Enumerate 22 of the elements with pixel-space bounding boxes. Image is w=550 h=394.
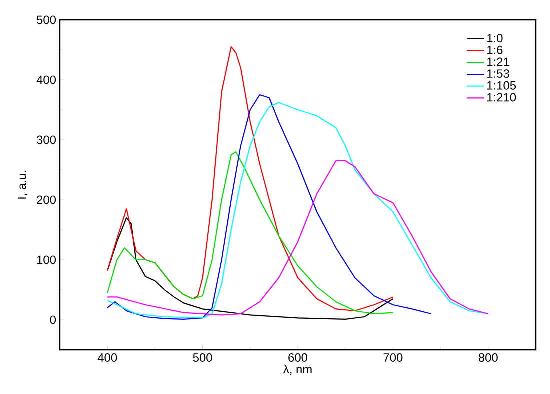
legend-label: 1:210 [488, 93, 516, 102]
line-series [107, 160, 489, 316]
y-axis-title: I, a.u. [18, 171, 28, 199]
y-tick-label: 400 [36, 76, 56, 84]
line-series [107, 217, 394, 320]
y-tick-label: 200 [37, 196, 56, 204]
legend-label: 1:0 [488, 34, 503, 43]
x-tick-label: 800 [478, 354, 498, 362]
legend-label: 1:105 [488, 81, 516, 90]
legend-label: 1:6 [488, 46, 503, 54]
line-series [107, 94, 432, 320]
y-tick-label: 300 [36, 136, 56, 144]
legend-label: 1:21 [488, 58, 510, 66]
y-tick-label: 0 [50, 316, 56, 324]
x-tick-label: 500 [193, 354, 212, 362]
x-tick-label: 600 [288, 354, 308, 362]
y-tick-label: 100 [37, 256, 56, 264]
x-axis-title: λ, nm [283, 364, 312, 376]
legend-label: 1:53 [488, 70, 510, 78]
x-tick-label: 700 [384, 354, 403, 362]
y-tick-label: 500 [37, 16, 56, 24]
x-tick-label: 400 [98, 354, 118, 362]
